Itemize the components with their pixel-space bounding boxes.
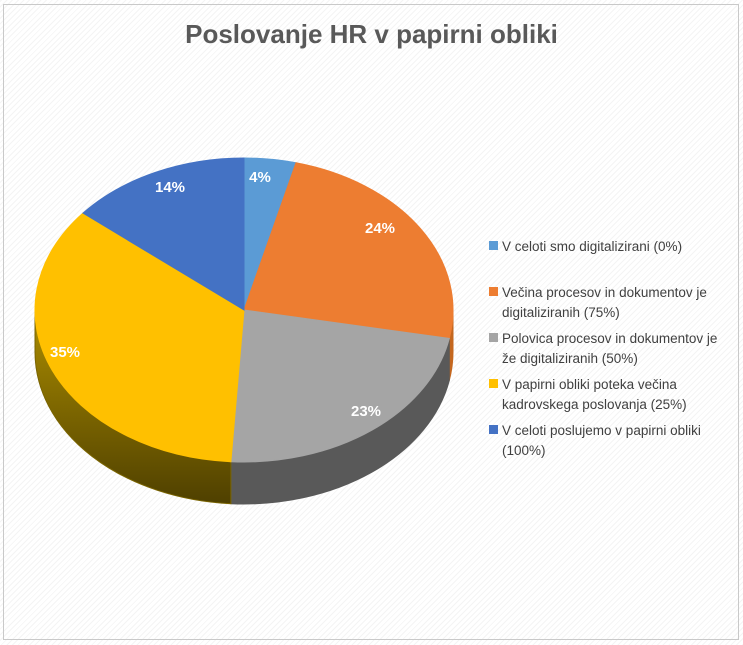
svg-text:4%: 4% [249, 169, 271, 186]
svg-text:24%: 24% [365, 220, 395, 237]
svg-text:35%: 35% [50, 344, 80, 361]
svg-text:14%: 14% [155, 179, 185, 196]
svg-text:23%: 23% [351, 403, 381, 420]
